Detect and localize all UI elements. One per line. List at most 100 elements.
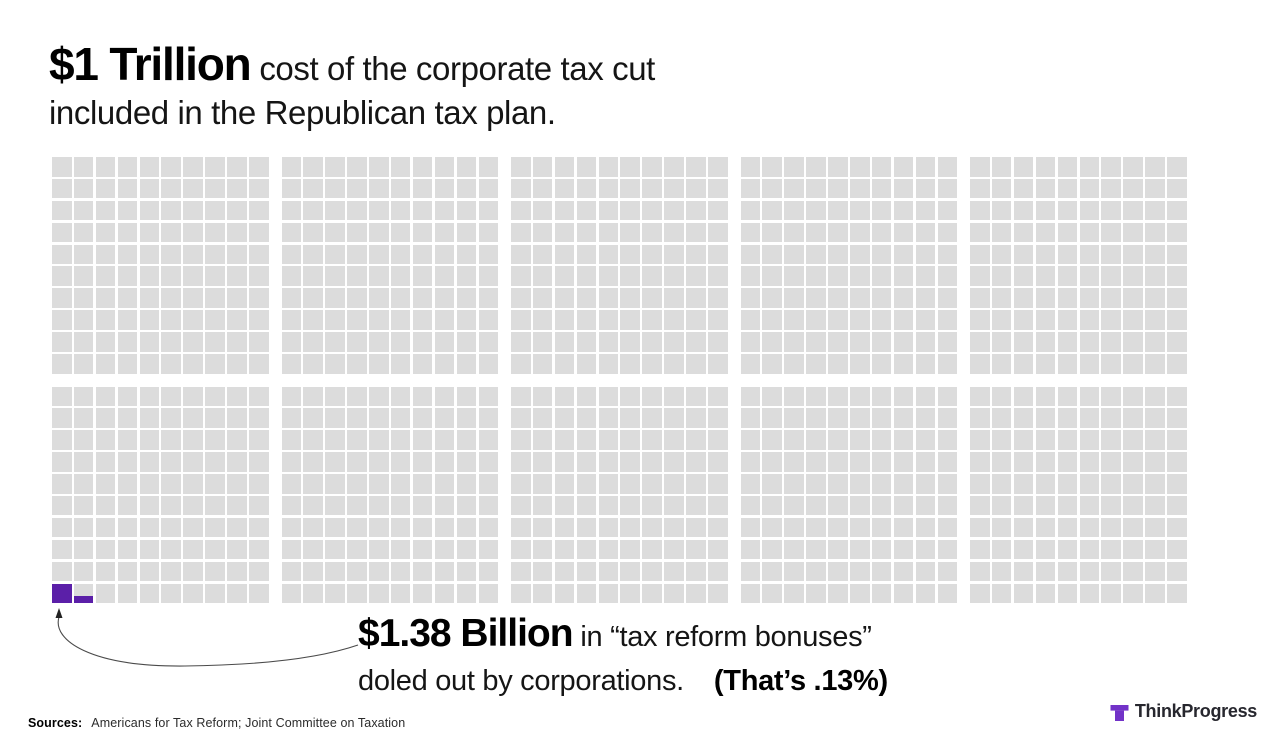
waffle-square — [664, 222, 684, 243]
waffle-square — [762, 430, 782, 450]
waffle-square — [576, 539, 597, 560]
waffle-square — [1079, 157, 1100, 177]
waffle-square — [740, 178, 761, 199]
waffle-square — [1057, 517, 1078, 538]
waffle-square — [303, 244, 323, 265]
waffle-square — [915, 332, 936, 352]
waffle-square — [325, 561, 345, 582]
waffle-square — [347, 222, 367, 243]
waffle-square — [139, 539, 160, 560]
waffle-square — [708, 474, 728, 494]
waffle-square — [369, 157, 389, 177]
waffle-square — [390, 178, 411, 199]
waffle-square — [412, 408, 433, 428]
waffle-square — [893, 408, 914, 428]
brand-name: ThinkProgress — [1134, 701, 1257, 721]
waffle-square — [893, 266, 914, 286]
waffle-square — [937, 408, 958, 428]
waffle-square — [686, 495, 706, 516]
waffle-square — [554, 408, 575, 428]
waffle-square — [412, 539, 433, 560]
waffle-square — [1079, 178, 1100, 199]
waffle-square — [161, 430, 181, 450]
waffle-square — [478, 430, 499, 450]
waffle-square — [598, 561, 619, 582]
waffle-square — [762, 539, 782, 560]
waffle-square — [281, 408, 302, 428]
waffle-square — [369, 452, 389, 472]
waffle-square — [205, 408, 225, 428]
waffle-square — [762, 310, 782, 330]
waffle-square — [893, 310, 914, 330]
waffle-square — [434, 266, 455, 286]
waffle-square — [52, 583, 72, 604]
waffle-square — [456, 408, 477, 428]
waffle-square — [806, 386, 826, 407]
waffle-square — [871, 495, 892, 516]
waffle-square — [1013, 178, 1034, 199]
waffle-square — [249, 354, 269, 374]
callout-percent: (That’s .13%) — [713, 665, 888, 697]
waffle-square — [532, 430, 553, 450]
waffle-square — [576, 561, 597, 582]
waffle-square — [806, 583, 826, 604]
waffle-square — [871, 430, 892, 450]
waffle-square — [784, 495, 804, 516]
waffle-square — [1057, 495, 1078, 516]
waffle-square — [227, 430, 247, 450]
waffle-square — [1167, 157, 1187, 177]
waffle-square — [183, 200, 203, 221]
waffle-square — [183, 288, 203, 308]
waffle-square — [511, 583, 531, 604]
waffle-square — [915, 495, 936, 516]
waffle-square — [828, 244, 848, 265]
waffle-square — [456, 332, 477, 352]
waffle-square — [915, 408, 936, 428]
waffle-square — [281, 539, 302, 560]
waffle-square — [347, 539, 367, 560]
waffle-square — [1079, 517, 1100, 538]
waffle-square — [642, 178, 662, 199]
waffle-square — [708, 495, 728, 516]
waffle-square — [850, 430, 870, 450]
waffle-square — [1145, 157, 1165, 177]
waffle-square — [390, 583, 411, 604]
waffle-square — [1079, 539, 1100, 560]
waffle-square — [850, 332, 870, 352]
waffle-square — [664, 332, 684, 352]
waffle-square — [369, 310, 389, 330]
waffle-square — [576, 266, 597, 286]
waffle-square — [183, 474, 203, 494]
waffle-square — [227, 157, 247, 177]
waffle-square — [642, 561, 662, 582]
waffle-square — [1079, 354, 1100, 374]
waffle-square — [893, 539, 914, 560]
waffle-square — [1145, 474, 1165, 494]
waffle-square — [369, 517, 389, 538]
waffle-square — [390, 332, 411, 352]
waffle-square — [205, 157, 225, 177]
waffle-square — [871, 452, 892, 472]
waffle-square — [1013, 408, 1034, 428]
waffle-square — [1123, 200, 1143, 221]
waffle-square — [554, 288, 575, 308]
waffle-square — [1101, 266, 1121, 286]
waffle-square — [1057, 430, 1078, 450]
waffle-square — [991, 244, 1012, 265]
waffle-square — [937, 332, 958, 352]
waffle-square — [991, 332, 1012, 352]
waffle-square — [183, 495, 203, 516]
waffle-square — [478, 354, 499, 374]
waffle-square — [871, 386, 892, 407]
waffle-square — [1101, 452, 1121, 472]
waffle-square — [806, 539, 826, 560]
waffle-square — [281, 310, 302, 330]
waffle-square — [412, 222, 433, 243]
waffle-square — [95, 266, 116, 286]
waffle-square — [456, 386, 477, 407]
waffle-square — [52, 332, 72, 352]
waffle-square — [1123, 266, 1143, 286]
waffle-square — [139, 561, 160, 582]
waffle-square — [620, 244, 640, 265]
waffle-square — [1035, 200, 1056, 221]
